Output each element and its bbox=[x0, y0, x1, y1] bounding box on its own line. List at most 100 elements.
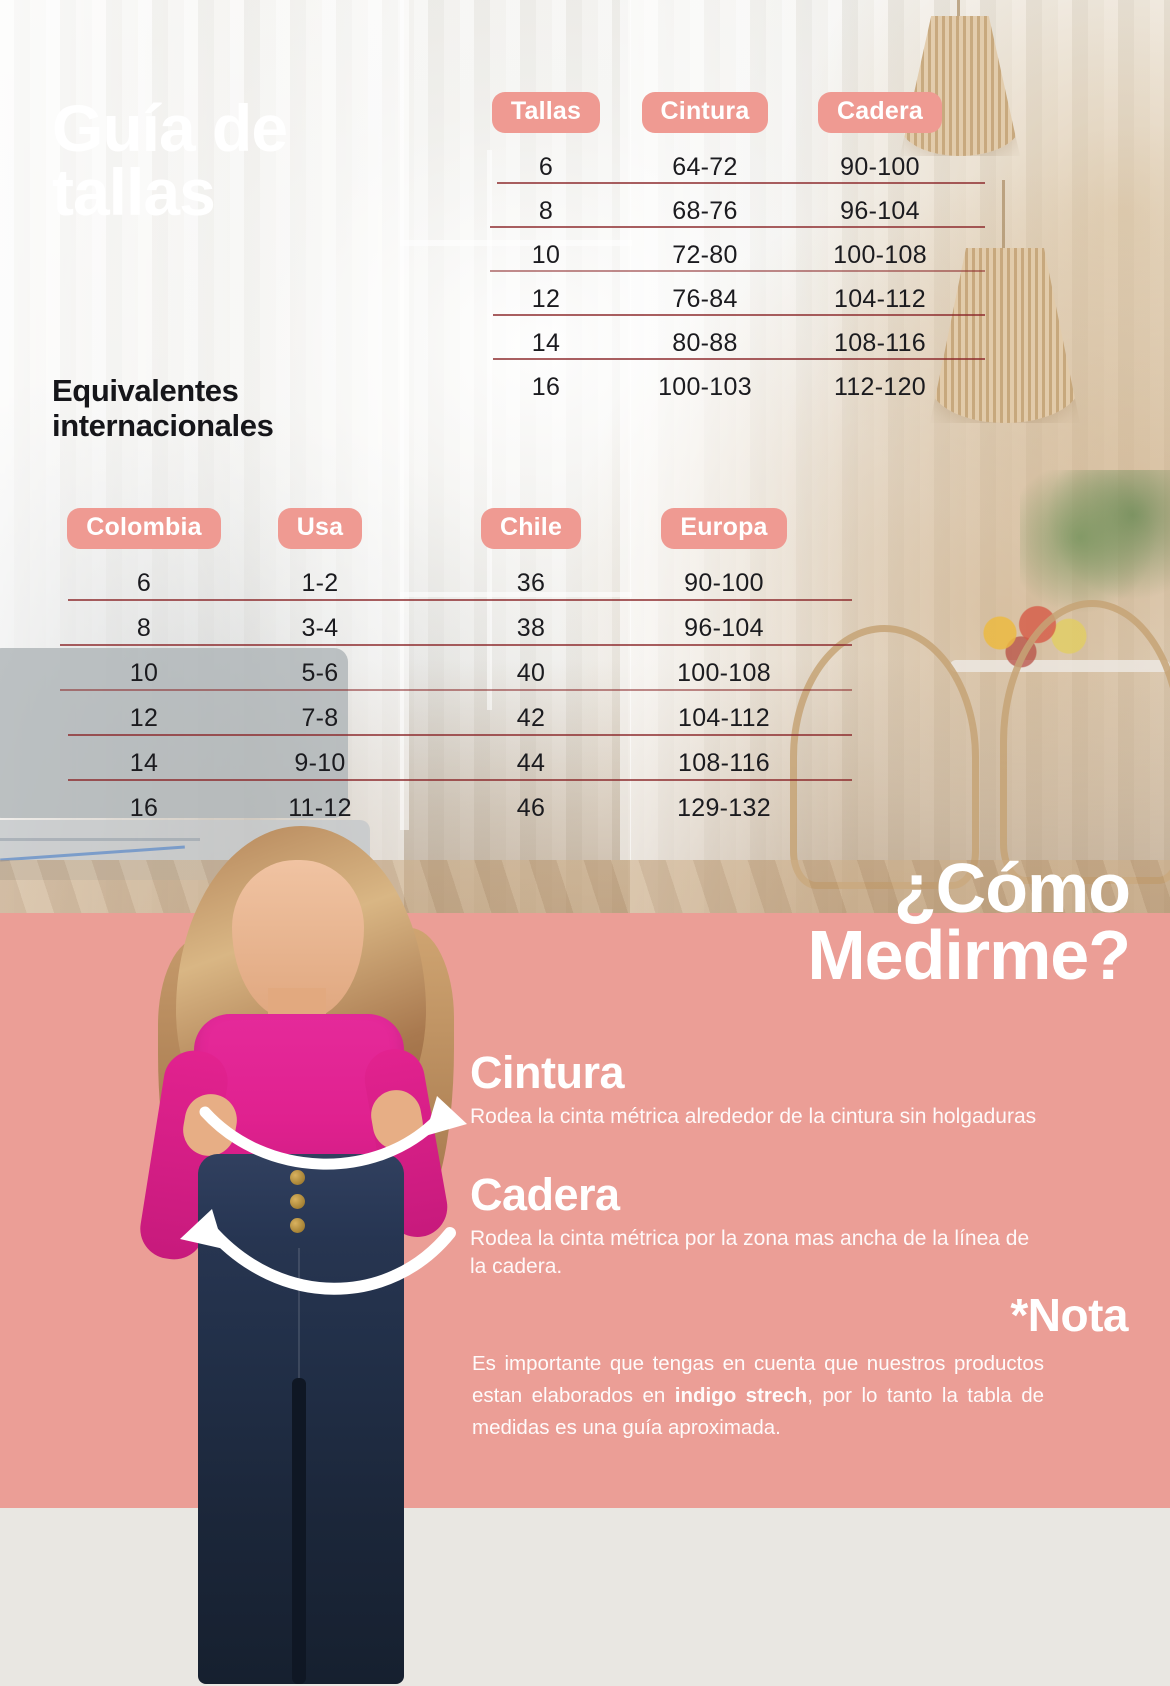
column-header-chip: Cadera bbox=[818, 92, 942, 133]
table-cell: 7-8 bbox=[301, 704, 339, 732]
measure-title-cintura: Cintura bbox=[470, 1047, 625, 1098]
row-separator bbox=[68, 779, 852, 781]
table-cell: 46 bbox=[516, 794, 546, 822]
how-to-measure-heading: ¿Cómo Medirme? bbox=[490, 853, 1131, 994]
table-cell: 112-120 bbox=[834, 373, 926, 401]
window-frame-vertical bbox=[620, 0, 631, 860]
section-subtitle-line1: Equivalentes bbox=[52, 373, 239, 408]
row-separator bbox=[68, 734, 852, 736]
table-cell: 90-100 bbox=[684, 569, 764, 597]
note-text-part1: Es importante que tengas en cuenta que n… bbox=[472, 1352, 1044, 1407]
table-cell: 96-104 bbox=[684, 614, 764, 642]
model-photo bbox=[135, 818, 470, 1686]
column-header-chip: Usa bbox=[277, 508, 363, 549]
table-cell: 104-112 bbox=[834, 285, 926, 313]
table-cell: 40 bbox=[516, 659, 546, 687]
column-header-chip: Cintura bbox=[641, 92, 769, 133]
column-header-chile: Chile bbox=[471, 508, 591, 549]
table-cell: 100-108 bbox=[677, 659, 771, 687]
how-to-measure-heading-line1: ¿Cómo bbox=[893, 849, 1131, 927]
note-text-part2: , por lo tanto la tabla de medidas es un… bbox=[472, 1383, 1044, 1439]
table-cell: 129-132 bbox=[677, 794, 771, 822]
background-photo bbox=[0, 0, 1170, 915]
table-cell: 104-112 bbox=[678, 704, 770, 732]
window-frame-vertical bbox=[487, 150, 492, 710]
jeans-button bbox=[290, 1194, 305, 1209]
table-equivalents: Colombia Usa Chile Europa 6 1-2 36 90-100 8 3-4 38… bbox=[0, 508, 1170, 928]
lamp-cord bbox=[1002, 180, 1005, 250]
railing bbox=[0, 838, 200, 901]
table-cell: 6 bbox=[538, 153, 554, 181]
table-sizes: Tallas Cintura Cadera 6 64-72 90-100 8 68-76 96-… bbox=[0, 92, 1170, 472]
window-frame-horizontal bbox=[400, 240, 632, 246]
table-cell: 38 bbox=[516, 614, 546, 642]
jeans-leg-split bbox=[292, 1378, 306, 1684]
row-separator bbox=[60, 644, 852, 646]
table-cell: 44 bbox=[516, 749, 546, 777]
column-header-usa: Usa bbox=[260, 508, 380, 549]
table-cell: 8 bbox=[538, 197, 554, 225]
table-cell: 100-108 bbox=[833, 241, 927, 269]
column-header-colombia: Colombia bbox=[54, 508, 234, 549]
column-header-chip: Tallas bbox=[491, 92, 601, 133]
sofa bbox=[0, 648, 348, 818]
measure-title-cadera: Cadera bbox=[470, 1169, 620, 1220]
table-cell: 6 bbox=[136, 569, 152, 597]
table-cell: 12 bbox=[129, 704, 159, 732]
row-separator bbox=[68, 599, 852, 601]
window-frame-vertical bbox=[400, 0, 409, 830]
table-cell: 9-10 bbox=[294, 749, 346, 777]
table-cell: 8 bbox=[136, 614, 152, 642]
table-cell: 10 bbox=[531, 241, 561, 269]
column-header-cadera: Cadera bbox=[790, 92, 970, 133]
table-cell: 36 bbox=[516, 569, 546, 597]
table-cell: 16 bbox=[129, 794, 159, 822]
table-cell: 16 bbox=[531, 373, 561, 401]
how-to-measure-heading-line2: Medirme? bbox=[807, 915, 1131, 994]
row-separator bbox=[497, 182, 985, 184]
column-header-europa: Europa bbox=[639, 508, 809, 549]
column-header-cintura: Cintura bbox=[620, 92, 790, 133]
floor bbox=[0, 860, 1170, 915]
table-cell: 80-88 bbox=[672, 329, 738, 357]
table-cell: 5-6 bbox=[301, 659, 339, 687]
note-body: Es importante que tengas en cuenta que n… bbox=[472, 1348, 1044, 1443]
section-subtitle: Equivalentes internacionales bbox=[52, 373, 452, 443]
note-text-bold: indigo strech bbox=[674, 1383, 808, 1407]
row-separator bbox=[493, 358, 985, 360]
measure-description-cintura: Rodea la cinta métrica alrededor de la c… bbox=[470, 1105, 1037, 1128]
table-cell: 11-12 bbox=[288, 794, 352, 822]
jeans-button bbox=[290, 1170, 305, 1185]
column-header-tallas: Tallas bbox=[471, 92, 621, 133]
table-cell: 3-4 bbox=[301, 614, 339, 642]
column-header-chip: Europa bbox=[661, 508, 787, 549]
page-title: Guía de tallas bbox=[52, 95, 472, 225]
row-separator bbox=[490, 226, 985, 228]
note-title: *Nota bbox=[1010, 1289, 1128, 1341]
table-cell: 64-72 bbox=[672, 153, 738, 181]
table-cell: 76-84 bbox=[672, 285, 738, 313]
table-cell: 42 bbox=[516, 704, 546, 732]
table-cell: 96-104 bbox=[840, 197, 920, 225]
page-title-line1: Guía de bbox=[52, 91, 288, 165]
table-cell: 14 bbox=[531, 329, 561, 357]
row-separator bbox=[493, 314, 985, 316]
table-cell: 10 bbox=[129, 659, 159, 687]
table-cell: 14 bbox=[129, 749, 159, 777]
table-cell: 1-2 bbox=[301, 569, 339, 597]
table-cell: 12 bbox=[531, 285, 561, 313]
column-header-chip: Colombia bbox=[67, 508, 221, 549]
hip-measure-arrow bbox=[180, 1209, 456, 1295]
row-separator bbox=[60, 689, 852, 691]
table-cell: 72-80 bbox=[672, 241, 738, 269]
table-cell: 100-103 bbox=[658, 373, 752, 401]
waist-measure-arrow bbox=[199, 1096, 467, 1170]
lamp-cord bbox=[957, 0, 960, 20]
table-cell: 90-100 bbox=[840, 153, 920, 181]
row-separator bbox=[490, 270, 985, 272]
measure-section-cadera: Cadera Rodea la cinta métrica por la zon… bbox=[470, 1172, 1050, 1280]
window-frame-horizontal bbox=[400, 592, 632, 597]
table-cell: 108-116 bbox=[678, 749, 770, 777]
column-header-chip: Chile bbox=[480, 508, 582, 549]
